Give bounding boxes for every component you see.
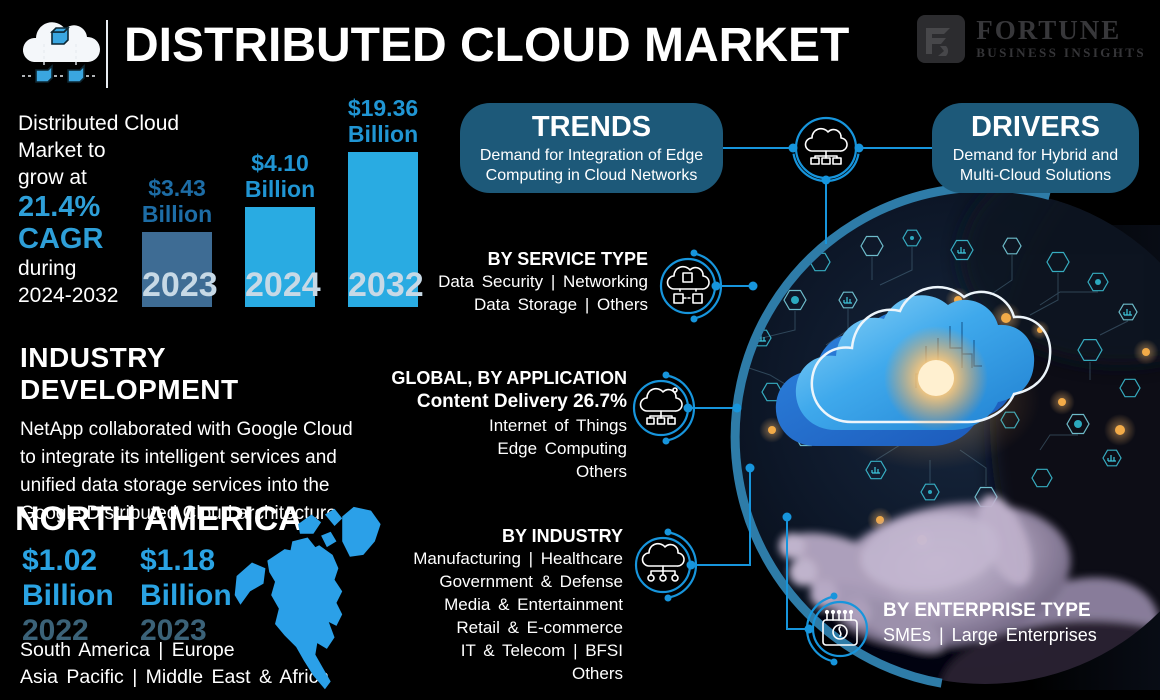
section-heading: BY INDUSTRY xyxy=(501,526,623,546)
section-heading: BY SERVICE TYPE xyxy=(487,249,648,269)
north-america-stat: $1.18 Billion 2023 xyxy=(140,543,232,648)
north-america-heading: NORTH AMERICA xyxy=(15,500,303,538)
stat-year: 2023 xyxy=(140,614,207,647)
cagr-label: CAGR xyxy=(18,223,104,255)
section-item: Data Security | Networking xyxy=(438,272,648,291)
north-america-map xyxy=(234,506,381,690)
section-by-enterprise-type: BY ENTERPRISE TYPE SMEs | Large Enterpri… xyxy=(883,600,1097,648)
bar-year-label: 2024 xyxy=(245,266,321,304)
server-calendar-icon xyxy=(822,609,858,646)
section-item: Government & Defense xyxy=(439,572,623,591)
section-item: Retail & E-commerce xyxy=(456,618,623,637)
section-item: Media & Entertainment xyxy=(444,595,623,614)
growth-line: Market to xyxy=(18,139,106,162)
trends-panel: TRENDS Demand for Integration of Edge Com… xyxy=(460,103,723,193)
section-item: Others xyxy=(571,664,623,683)
growth-line: grow at xyxy=(18,166,87,189)
growth-period: 2024-2032 xyxy=(18,284,119,307)
cloud-technology-photo xyxy=(738,190,1160,684)
market-size-bar-chart: $3.43 Billion 2023 $4.10 Billion 2024 $19.… xyxy=(0,0,460,700)
bar-value-label: $4.10 Billion xyxy=(244,150,316,202)
section-item: Edge Computing xyxy=(497,439,627,458)
bar-year-label: 2023 xyxy=(142,266,218,304)
growth-line: Distributed Cloud xyxy=(18,112,180,135)
section-item: Internet of Things xyxy=(489,416,627,435)
section-item: IT & Telecom | BFSI xyxy=(460,641,623,660)
industry-development-body: NetApp collaborated with Google Cloud to… xyxy=(20,419,353,524)
bar-2023: 2023 xyxy=(142,232,218,307)
glowing-cloud xyxy=(775,285,1052,470)
bar-group-2023: $3.43 Billion 2023 xyxy=(142,0,218,700)
tech-hexagon-icons xyxy=(738,229,1141,508)
cagr-value: 21.4% xyxy=(18,191,101,223)
bar-2032: 2032 xyxy=(348,152,424,307)
header-divider xyxy=(106,20,108,88)
industry-development-section: INDUSTRY DEVELOPMENT NetApp collaborated… xyxy=(20,342,380,528)
section-item: Others xyxy=(575,462,627,481)
cloud-cubes-icon xyxy=(666,265,710,304)
drivers-panel: DRIVERS Demand for Hybrid and Multi-Cloud… xyxy=(932,103,1139,193)
brand-tagline: BUSINESS INSIGHTS xyxy=(976,45,1146,60)
section-item: SMEs | Large Enterprises xyxy=(883,625,1097,645)
trends-description: Demand for Integration of Edge Computing … xyxy=(479,147,704,184)
growth-line: during xyxy=(18,257,77,280)
drivers-title: DRIVERS xyxy=(971,111,1100,143)
trends-title: TRENDS xyxy=(531,111,652,143)
brand-logo: FORTUNE BUSINESS INSIGHTS xyxy=(916,14,1146,64)
section-item: Manufacturing | Healthcare xyxy=(413,549,623,568)
cloud-network-icon xyxy=(804,127,848,165)
industry-development-heading: INDUSTRY DEVELOPMENT xyxy=(20,342,239,405)
stat-value: $1.02 xyxy=(22,544,98,577)
stat-unit: Billion xyxy=(22,579,114,612)
section-heading: GLOBAL, BY APPLICATION xyxy=(391,368,627,388)
bar-value-label: $19.36 Billion xyxy=(347,95,419,147)
hand xyxy=(779,494,1160,684)
other-regions-list: South America | Europe Asia Pacific | Mi… xyxy=(20,637,329,691)
north-america-stat: $1.02 Billion 2022 xyxy=(22,543,114,648)
section-by-industry: BY INDUSTRY Manufacturing | Healthcare G… xyxy=(413,526,623,685)
region-line: South America | Europe xyxy=(20,639,235,661)
bar-year-label: 2032 xyxy=(348,266,424,304)
bar-group-2024: $4.10 Billion 2024 xyxy=(245,0,321,700)
fortune-emblem-icon xyxy=(917,15,966,63)
bar-2024: 2024 xyxy=(245,207,321,307)
region-line: Asia Pacific | Middle East & Africa xyxy=(20,666,330,688)
distributed-cloud-logo xyxy=(22,22,101,83)
section-heading: BY ENTERPRISE TYPE xyxy=(883,600,1091,621)
connector-lines xyxy=(688,147,932,630)
section-highlight: Content Delivery 26.7% xyxy=(416,391,627,412)
section-by-application: GLOBAL, BY APPLICATION Content Delivery … xyxy=(391,368,627,483)
drivers-description: Demand for Hybrid and Multi-Cloud Solutio… xyxy=(952,147,1119,184)
segment-rings xyxy=(632,116,869,663)
page-title: DISTRIBUTED CLOUD MARKET xyxy=(124,19,850,72)
photo-arc xyxy=(730,182,1051,688)
cloud-hierarchy-icon xyxy=(641,542,685,582)
brand-name: FORTUNE xyxy=(976,15,1122,45)
section-item: Data Storage | Others xyxy=(473,295,648,314)
growth-callout: Distributed Cloud Market to grow at 21.4… xyxy=(18,110,188,309)
stat-value: $1.18 xyxy=(140,544,216,577)
section-by-service-type: BY SERVICE TYPE Data Security | Networki… xyxy=(438,249,648,316)
stat-year: 2022 xyxy=(22,614,89,647)
stat-unit: Billion xyxy=(140,579,232,612)
bar-group-2032: $19.36 Billion 2032 xyxy=(348,0,424,700)
bar-value-label: $3.43 Billion xyxy=(141,175,213,227)
cloud-nodes-icon xyxy=(639,387,683,425)
